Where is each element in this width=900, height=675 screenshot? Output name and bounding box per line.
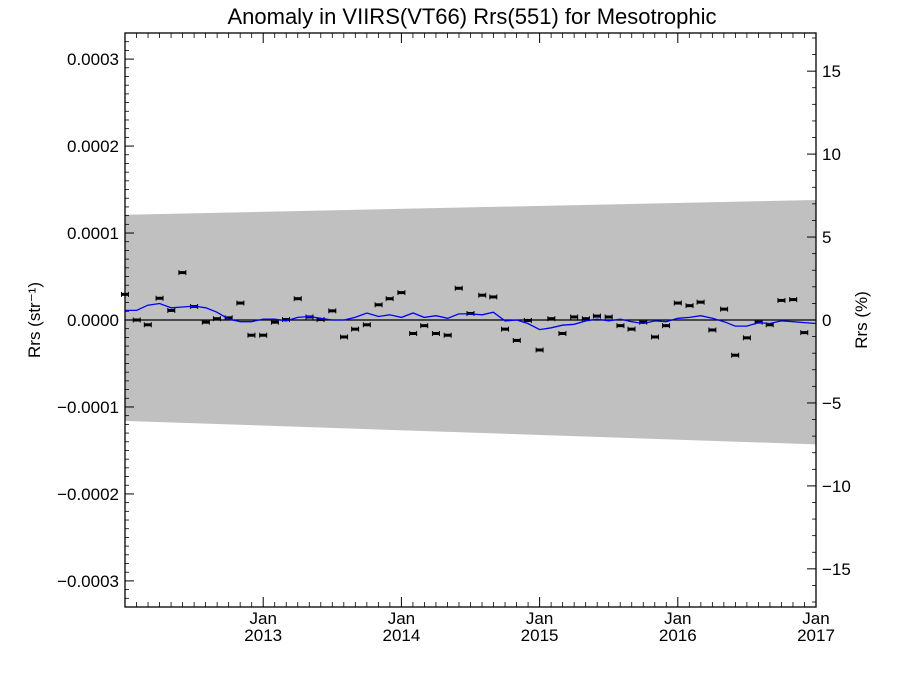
data-marker	[592, 313, 601, 319]
data-marker	[236, 300, 245, 306]
data-marker	[720, 306, 729, 312]
data-marker	[431, 330, 440, 336]
data-marker	[143, 322, 152, 328]
data-marker	[374, 302, 383, 308]
data-marker	[512, 337, 521, 343]
data-marker	[201, 319, 210, 325]
y-right-tick-label: 15	[822, 62, 841, 81]
x-tick-year-label: 2017	[797, 626, 835, 645]
data-marker	[800, 330, 809, 336]
y-left-tick-label: 0.0003	[67, 50, 119, 69]
y-right-tick-label: 10	[822, 145, 841, 164]
data-marker	[501, 326, 510, 332]
data-marker	[731, 352, 740, 358]
data-marker	[397, 290, 406, 296]
x-tick-month-label: Jan	[388, 609, 415, 628]
y-left-tick-label: 0.0001	[67, 224, 119, 243]
y-right-tick-label: −15	[822, 560, 851, 579]
data-marker	[604, 314, 613, 320]
data-marker	[662, 323, 671, 329]
series-line	[125, 302, 817, 331]
data-marker	[650, 334, 659, 340]
data-marker	[385, 296, 394, 302]
data-marker	[789, 297, 798, 303]
x-tick-year-label: 2013	[244, 626, 282, 645]
data-marker	[443, 332, 452, 338]
data-marker	[708, 327, 717, 333]
data-marker	[673, 300, 682, 306]
data-marker	[212, 316, 221, 322]
y-axis-right-label: Rrs (%)	[852, 291, 871, 349]
x-tick-year-label: 2015	[521, 626, 559, 645]
data-marker	[167, 307, 176, 313]
y-right-tick-label: 0	[822, 311, 831, 330]
data-marker	[259, 332, 268, 338]
y-right-tick-label: −10	[822, 477, 851, 496]
data-marker	[178, 270, 187, 276]
x-tick-month-label: Jan	[802, 609, 829, 628]
y-left-tick-label: 0.0002	[67, 137, 119, 156]
data-marker	[489, 294, 498, 300]
data-marker	[547, 316, 556, 322]
y-left-tick-label: 0.0000	[67, 311, 119, 330]
data-marker	[478, 292, 487, 298]
x-tick-month-label: Jan	[526, 609, 553, 628]
data-marker	[409, 330, 418, 336]
data-marker	[293, 296, 302, 302]
data-marker	[454, 285, 463, 291]
data-marker	[270, 319, 279, 325]
data-marker	[340, 334, 349, 340]
y-right-tick-label: 5	[822, 228, 831, 247]
y-left-tick-label: −0.0002	[57, 485, 119, 504]
data-marker	[627, 326, 636, 332]
data-marker	[155, 295, 164, 301]
data-marker	[247, 332, 256, 338]
x-tick-year-label: 2014	[382, 626, 420, 645]
y-axis-left-label: Rrs (str⁻¹)	[25, 282, 44, 358]
uncertainty-band	[125, 199, 816, 445]
data-marker	[351, 326, 360, 332]
data-marker	[558, 330, 567, 336]
x-tick-month-label: Jan	[249, 609, 276, 628]
x-tick-month-label: Jan	[664, 609, 691, 628]
data-marker	[570, 314, 579, 320]
x-tick-year-label: 2016	[659, 626, 697, 645]
chart-title: Anomaly in VIIRS(VT66) Rrs(551) for Meso…	[227, 4, 716, 29]
data-marker	[362, 322, 371, 328]
data-marker	[420, 323, 429, 329]
y-left-tick-label: −0.0001	[57, 398, 119, 417]
data-marker	[742, 335, 751, 341]
y-right-tick-label: −5	[822, 394, 841, 413]
data-marker	[535, 347, 544, 353]
y-left-tick-label: −0.0003	[57, 572, 119, 591]
data-marker	[696, 299, 705, 305]
data-marker	[616, 323, 625, 329]
data-marker	[328, 308, 337, 314]
data-marker	[777, 297, 786, 303]
data-marker	[685, 303, 694, 309]
plot-area: 0.0003 0.0002 0.0001 0.0000 −0.0001 −0.0002 −0…	[57, 32, 851, 645]
